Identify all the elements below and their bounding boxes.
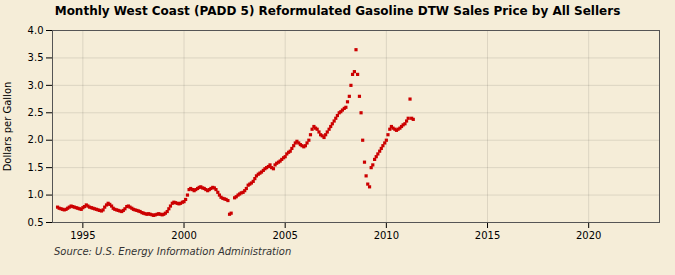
svg-text:2020: 2020 xyxy=(576,230,601,241)
svg-text:2010: 2010 xyxy=(374,230,399,241)
svg-text:1.5: 1.5 xyxy=(28,162,44,173)
svg-text:2005: 2005 xyxy=(272,230,297,241)
svg-text:0.5: 0.5 xyxy=(28,217,44,228)
svg-text:3.5: 3.5 xyxy=(28,52,44,63)
html-text:Monthly West Coast (PADD 5) Re: Monthly West Coast (PADD 5) Reformulated… xyxy=(54,4,621,18)
svg-text:2015: 2015 xyxy=(475,230,500,241)
svg-text:1995: 1995 xyxy=(70,230,95,241)
svg-text:Dollars per Gallon: Dollars per Gallon xyxy=(2,82,13,172)
svg-text:1.0: 1.0 xyxy=(28,189,44,200)
svg-text:2000: 2000 xyxy=(171,230,196,241)
svg-text:4.0: 4.0 xyxy=(28,25,44,36)
html-text:Source: U.S. Energy Informatio: Source: U.S. Energy Information Administ… xyxy=(54,246,292,257)
svg-text:3.0: 3.0 xyxy=(28,80,44,91)
svg-text:2.5: 2.5 xyxy=(28,107,44,118)
svg-text:2.0: 2.0 xyxy=(28,134,44,145)
